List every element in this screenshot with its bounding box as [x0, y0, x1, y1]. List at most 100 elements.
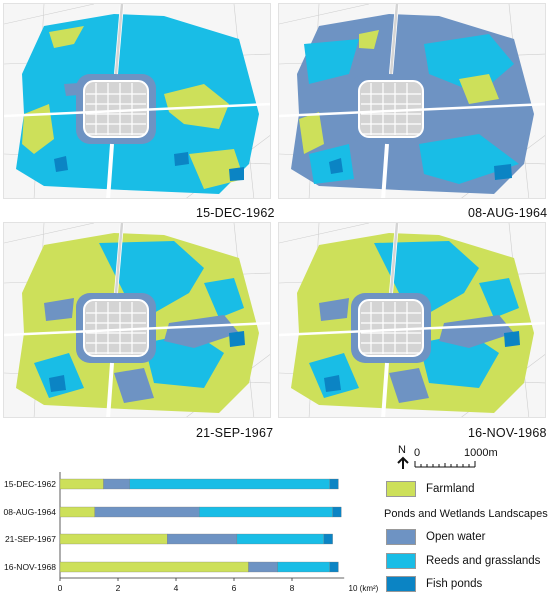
- reeds-patch: [309, 353, 359, 398]
- fish_ponds-patch: [329, 158, 343, 174]
- reeds-patch: [419, 333, 499, 388]
- legend-item-farmland: Farmland: [386, 481, 475, 497]
- bar-segment-reeds: [236, 533, 325, 545]
- main-road: [279, 102, 545, 118]
- map-date-label: 08-AUG-1964: [468, 206, 548, 220]
- x-tick-label: 0: [58, 583, 63, 593]
- city-streets: [361, 302, 421, 354]
- reeds-patch: [374, 241, 479, 313]
- farmland-patch: [22, 104, 54, 154]
- legend-item-open-water: Open water: [386, 529, 485, 545]
- fish_ponds-patch: [494, 164, 512, 180]
- main-road: [279, 321, 545, 337]
- open_water-patch: [439, 315, 514, 348]
- map-panel: [3, 3, 271, 199]
- map-date-label: 15-DEC-1962: [196, 206, 275, 220]
- town-strip: [114, 4, 124, 75]
- fish_ponds-patch: [49, 375, 66, 392]
- town-strip: [389, 223, 399, 294]
- legend-group-title: Ponds and Wetlands Landscapes: [384, 508, 548, 520]
- map: [279, 4, 545, 198]
- north-label: N: [398, 444, 406, 456]
- map-date-label: 21-SEP-1967: [196, 426, 274, 440]
- open_water-patch: [389, 368, 429, 403]
- category-label: 16-NOV-1968: [4, 562, 56, 572]
- reeds-patch: [479, 278, 519, 318]
- bar-segment-open-water: [94, 506, 200, 518]
- bar-segment-farmland: [59, 561, 249, 573]
- fish_ponds-patch: [229, 167, 244, 181]
- farmland-swatch: [386, 481, 416, 497]
- map: [4, 223, 270, 417]
- map-panel: [3, 222, 271, 418]
- fish_ponds-patch: [54, 156, 68, 172]
- bar-segment-farmland: [59, 533, 168, 545]
- open-water-swatch: [386, 529, 416, 545]
- reeds-patch: [99, 241, 204, 313]
- scale-end-label: 1000m: [464, 447, 498, 459]
- reeds-patch: [204, 278, 244, 318]
- land-use-patches: [309, 241, 520, 403]
- fish_ponds-patch: [504, 331, 520, 347]
- bar-segment-open-water: [103, 478, 130, 490]
- farmland-patch: [299, 112, 324, 154]
- land-use-patches: [34, 241, 245, 403]
- legend-label: Farmland: [426, 483, 475, 495]
- bar-segment-reeds: [129, 478, 330, 490]
- x-tick-label: 4: [174, 583, 179, 593]
- fish_ponds-patch: [174, 152, 189, 166]
- open_water-patch: [44, 298, 74, 321]
- reeds-patch: [424, 34, 514, 94]
- reeds-patch: [419, 134, 519, 184]
- map-date-label: 16-NOV-1968: [468, 426, 547, 440]
- bar-segment-reeds: [277, 561, 330, 573]
- legend-label: Open water: [426, 531, 486, 543]
- x-tick-label: 6: [232, 583, 237, 593]
- category-label: 08-AUG-1964: [4, 507, 57, 517]
- category-label: 21-SEP-1967: [5, 534, 56, 544]
- bar-segment-fish-ponds: [329, 478, 339, 490]
- town-strip: [114, 223, 124, 294]
- map: [4, 4, 270, 198]
- map-panel: [278, 3, 546, 199]
- bar-segment-farmland: [59, 478, 104, 490]
- fish_ponds-patch: [229, 331, 245, 347]
- legend-label: Fish ponds: [426, 578, 483, 590]
- x-unit-label: 10 (km²): [349, 584, 379, 593]
- city-streets: [86, 83, 146, 135]
- legend-item-fish-ponds: Fish ponds: [386, 576, 482, 592]
- open_water-patch: [164, 315, 239, 348]
- bar-segment-farmland: [59, 506, 95, 518]
- city-streets: [86, 302, 146, 354]
- x-tick-label: 8: [290, 583, 295, 593]
- reeds-patch: [304, 39, 359, 84]
- bar-segment-fish-ponds: [323, 533, 333, 545]
- scale-start-label: 0: [414, 447, 421, 459]
- bar-segment-open-water: [167, 533, 238, 545]
- open_water-patch: [319, 298, 349, 321]
- north-arrow-icon: [397, 456, 409, 469]
- bar-segment-fish-ponds: [329, 561, 339, 573]
- land-use-patches: [299, 30, 519, 184]
- stacked-bar-chart: 15-DEC-1962 08-AUG-1964 21-SEP-1967 16-NOV-…: [4, 472, 379, 593]
- map-panel: [278, 222, 546, 418]
- main-road: [4, 102, 270, 118]
- farmland-patch: [359, 30, 379, 49]
- main-road: [4, 321, 270, 337]
- bar-segment-reeds: [199, 506, 333, 518]
- open_water-patch: [114, 368, 154, 403]
- map: [279, 223, 545, 417]
- farmland-patch: [459, 74, 499, 104]
- fish-ponds-swatch: [386, 576, 416, 592]
- farmland-patch: [49, 26, 84, 48]
- x-tick-label: 2: [116, 583, 121, 593]
- bar-segment-fish-ponds: [332, 506, 342, 518]
- reeds-swatch: [386, 553, 416, 569]
- reeds-patch: [34, 353, 84, 398]
- city-streets: [361, 83, 421, 135]
- category-label: 15-DEC-1962: [4, 479, 56, 489]
- bar-segment-open-water: [248, 561, 278, 573]
- reeds-patch: [144, 333, 224, 388]
- scale-bar: [414, 461, 476, 468]
- town-strip: [389, 4, 399, 75]
